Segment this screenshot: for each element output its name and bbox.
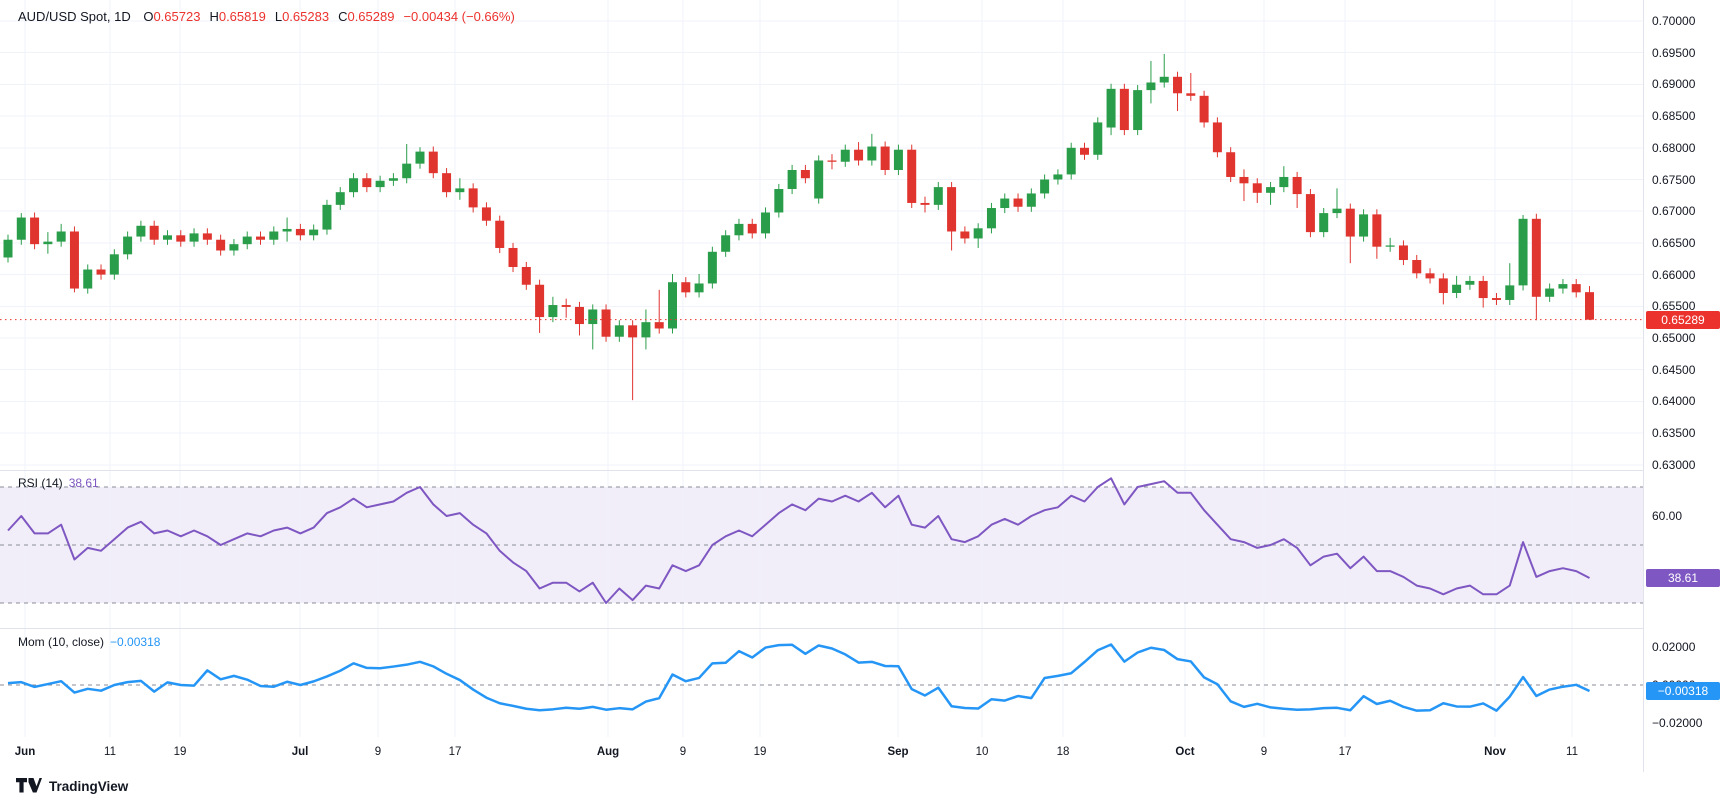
price-axis-label: 0.63500 bbox=[1652, 426, 1696, 441]
price-axis-label: 0.64500 bbox=[1652, 362, 1696, 377]
momentum-axis-label: 0.02000 bbox=[1652, 640, 1696, 654]
price-axis-label: 0.65000 bbox=[1652, 331, 1696, 345]
momentum-axis-label: −0.02000 bbox=[1652, 716, 1703, 730]
price-axis-label: 0.68500 bbox=[1652, 109, 1696, 124]
time-tick-11: 11 bbox=[104, 746, 116, 758]
tradingview-logo-text: TradingView bbox=[49, 779, 129, 794]
price-axis-label: 0.67500 bbox=[1652, 172, 1696, 187]
price-axis-label: 0.64000 bbox=[1652, 394, 1696, 409]
time-tick-jul: Jul bbox=[291, 746, 309, 758]
price-axis-label: 0.69500 bbox=[1652, 45, 1696, 60]
time-tick-jun: Jun bbox=[14, 746, 36, 758]
legend-value: 0.65819 bbox=[218, 9, 266, 24]
tradingview-logo-icon bbox=[16, 778, 42, 793]
rsi-legend[interactable]: RSI (14) 38.61 bbox=[18, 476, 99, 490]
rsi-indicator-chart[interactable] bbox=[0, 470, 1643, 628]
time-tick-17: 17 bbox=[448, 746, 462, 758]
momentum-value-badge: −0.00318 bbox=[1646, 682, 1720, 701]
rsi-value-badge: 38.61 bbox=[1646, 569, 1720, 588]
legend-key: O bbox=[143, 9, 154, 24]
time-tick-9: 9 bbox=[374, 746, 382, 758]
legend-value: −0.00434 (−0.66%) bbox=[403, 9, 515, 24]
time-axis[interactable]: Jun 11 19 Jul 9 17 Aug 9 19 Sep 10 18 Oct 9 17 Nov 11 bbox=[0, 737, 1643, 772]
time-tick-18: 18 bbox=[1056, 746, 1070, 758]
legend-key: L bbox=[274, 9, 283, 24]
time-tick-nov: Nov bbox=[1484, 746, 1506, 758]
bottom-bar: TradingView bbox=[0, 772, 1723, 803]
symbol-title: AUD/USD Spot, 1D bbox=[18, 9, 131, 24]
time-tick-11: 11 bbox=[1566, 746, 1578, 758]
legend-key: H bbox=[209, 9, 219, 24]
rsi-axis-label: 60.00 bbox=[1652, 509, 1683, 523]
momentum-indicator-chart[interactable] bbox=[0, 628, 1643, 737]
price-axis-label: 0.66500 bbox=[1652, 235, 1696, 250]
price-candlestick-chart[interactable] bbox=[0, 0, 1643, 470]
price-axis-label: 0.67000 bbox=[1652, 204, 1696, 219]
pane-divider[interactable] bbox=[0, 628, 1723, 629]
time-tick-sep: Sep bbox=[887, 746, 909, 758]
pane-divider[interactable] bbox=[0, 470, 1723, 471]
time-tick-oct: Oct bbox=[1175, 746, 1195, 758]
last-price-badge: 0.65289 bbox=[1646, 310, 1720, 329]
legend-value: 0.65289 bbox=[347, 9, 395, 24]
momentum-legend[interactable]: Mom (10, close) −0.00318 bbox=[18, 635, 160, 649]
time-tick-9: 9 bbox=[679, 746, 687, 758]
rsi-label: RSI (14) bbox=[18, 476, 63, 490]
price-axis-label: 0.66000 bbox=[1652, 267, 1696, 282]
legend-value: 0.65283 bbox=[282, 9, 330, 24]
time-tick-19: 19 bbox=[173, 746, 187, 758]
price-axis-label: 0.70000 bbox=[1652, 14, 1696, 28]
ohlc-values: O0.65723 H0.65819 L0.65283 C0.65289 −0.00434… bbox=[134, 9, 514, 24]
price-axis-label: 0.65500 bbox=[1652, 299, 1696, 314]
price-axis-label: 0.69000 bbox=[1652, 77, 1696, 92]
time-tick-aug: Aug bbox=[596, 746, 620, 758]
time-tick-10: 10 bbox=[975, 746, 989, 758]
price-axis[interactable]: 0.70000 0.69500 0.69000 0.68500 0.68000 0.675… bbox=[1643, 0, 1723, 772]
legend-value: 0.65723 bbox=[153, 9, 201, 24]
momentum-label: Mom (10, close) bbox=[18, 635, 105, 649]
tradingview-logo[interactable]: TradingView bbox=[16, 778, 128, 795]
price-axis-label: 0.68000 bbox=[1652, 140, 1696, 155]
time-tick-17: 17 bbox=[1338, 746, 1352, 758]
price-axis-label: 0.63000 bbox=[1652, 457, 1696, 472]
time-tick-19: 19 bbox=[753, 746, 767, 758]
legend-key: C bbox=[338, 9, 348, 24]
time-tick-9: 9 bbox=[1260, 746, 1268, 758]
rsi-value: 38.61 bbox=[68, 476, 99, 490]
symbol-legend[interactable]: AUD/USD Spot, 1D O0.65723 H0.65819 L0.6528… bbox=[18, 9, 515, 24]
momentum-value: −0.00318 bbox=[110, 635, 161, 649]
